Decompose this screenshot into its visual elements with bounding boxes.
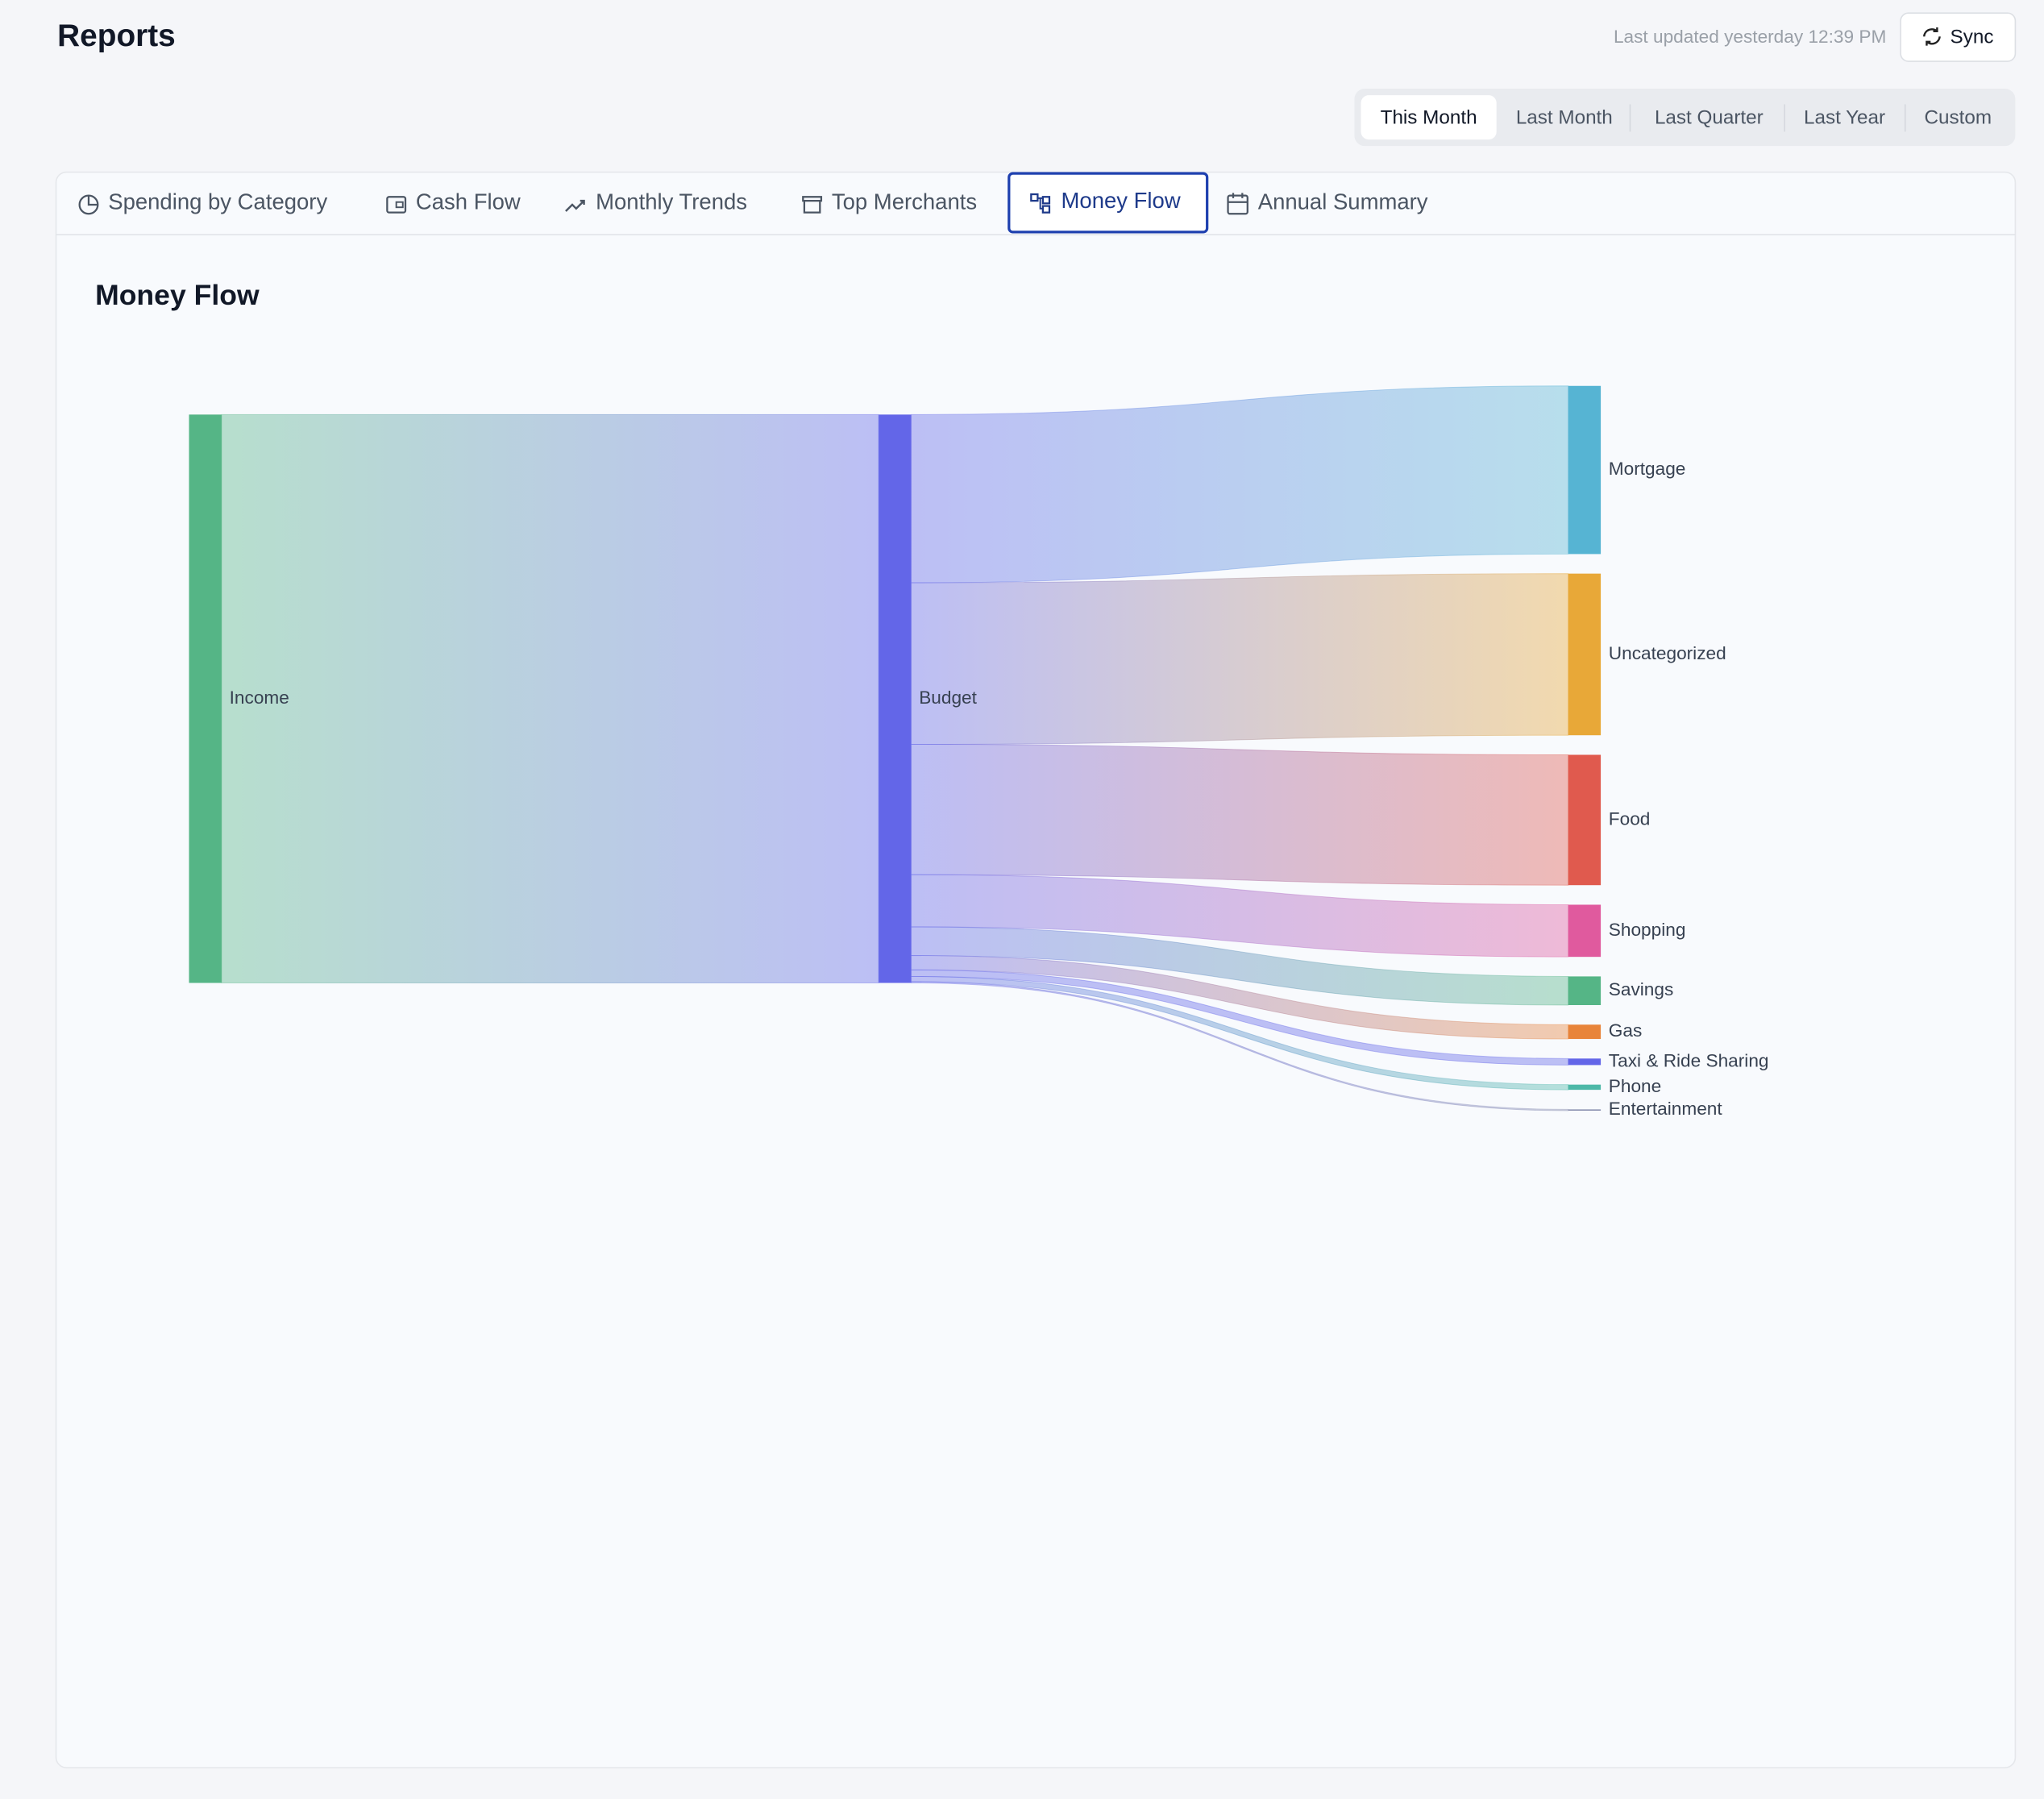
period-option-label: Last Year [1804,107,1885,129]
sankey-node [1568,754,1602,886]
sankey-node [1568,1024,1602,1040]
page-title: Reports [57,19,176,53]
sankey-node-label: Mortgage [1609,459,1686,479]
report-tab[interactable]: Cash Flow [386,189,521,214]
report-tab-label: Spending by Category [108,189,327,214]
period-option-label: Last Month [1516,107,1613,129]
sankey-node-label: Phone [1609,1076,1661,1096]
sankey-node-label: Budget [919,688,977,708]
report-tab[interactable]: Spending by Category [78,189,328,215]
sankey-node [1568,385,1602,555]
sankey-node [879,414,912,983]
sankey-node [1568,1109,1602,1111]
report-tab[interactable]: Top Merchants [802,189,977,214]
report-tab-label: Money Flow [1061,188,1181,213]
tab-icon [1030,193,1051,214]
sankey-node-label: Food [1609,808,1651,829]
sankey-link [911,744,1569,886]
sankey-node-label: Gas [1609,1020,1643,1041]
period-selector [1354,89,2016,147]
period-option[interactable]: Last Quarter [1655,107,1764,129]
period-option-selected-bg [1361,95,1497,140]
sync-button-bg [1900,12,2017,62]
sankey-node [1568,976,1602,1006]
report-tab-active-border [1007,172,1209,234]
sankey-node [189,414,222,983]
report-tab[interactable]: Money Flow [1007,172,1209,234]
sync-button[interactable]: Sync [1900,12,2017,62]
period-option-label: Custom [1924,107,1992,129]
chart-title: Money Flow [95,279,260,311]
sync-icon [1922,27,1941,46]
sankey-link [911,573,1569,746]
sankey-node-label: Taxi & Ride Sharing [1609,1050,1769,1070]
sankey-node [1568,573,1602,736]
sankey-link [911,981,1569,1111]
report-tab-label: Annual Summary [1258,189,1428,214]
sankey-node-label: Savings [1609,979,1674,999]
sankey-node-label: Uncategorized [1609,643,1726,663]
report-tab-label: Cash Flow [416,189,521,214]
sankey-node-label: Entertainment [1609,1099,1723,1119]
period-option-label: Last Quarter [1655,107,1764,129]
report-tab[interactable]: Monthly Trends [565,189,747,214]
sankey-node [1568,1058,1602,1066]
sankey-link [911,385,1569,584]
sankey-node [1568,1084,1602,1091]
period-option[interactable]: Last Month [1516,107,1613,129]
tab-icon [1227,193,1248,215]
tab-icon [565,199,585,212]
period-option-label: This Month [1381,107,1477,129]
sankey-node-label: Shopping [1609,920,1686,940]
sankey-link [221,413,879,983]
report-tab-label: Top Merchants [832,189,977,214]
sankey-node [1568,904,1602,958]
sync-label: Sync [1951,26,1994,48]
report-tab-label: Monthly Trends [596,189,747,214]
report-tab[interactable]: Annual Summary [1227,189,1428,215]
sankey-node-label: Income [230,688,289,708]
last-updated: Last updated yesterday 12:39 PM [1614,27,1886,47]
tab-icon [78,194,99,215]
tab-icon [386,196,407,214]
period-option[interactable]: Last Year [1804,107,1885,129]
period-option[interactable]: Custom [1924,107,1992,129]
period-option[interactable]: This Month [1361,95,1497,140]
tab-icon [802,196,823,214]
